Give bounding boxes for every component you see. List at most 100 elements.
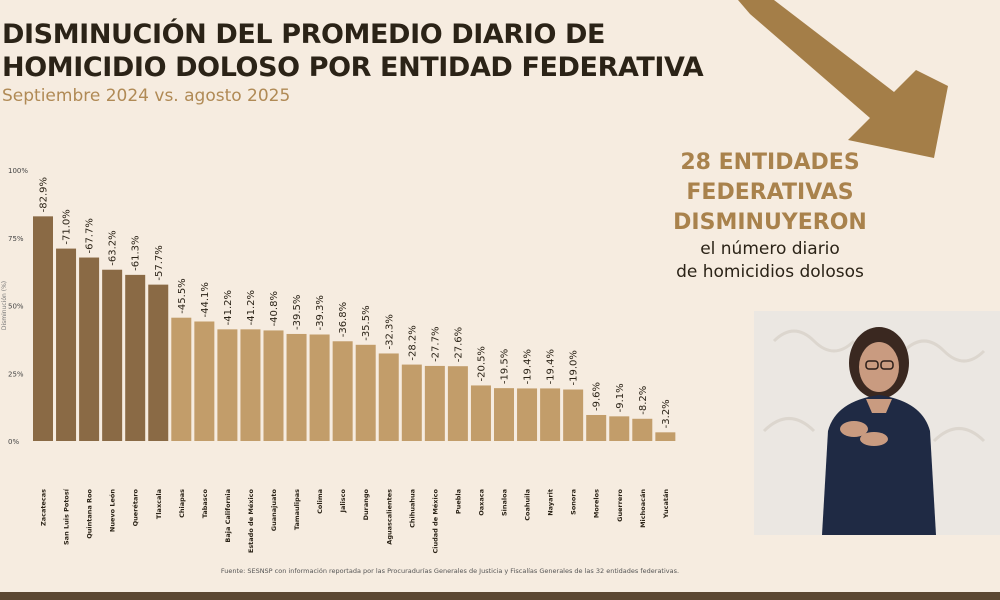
x-tick-label: Tamaulipas [293,489,301,530]
data-label: -40.8% [269,291,280,326]
title-line-1: DISMINUCIÓN DEL PROMEDIO DIARIO DE [2,19,606,50]
callout-line-4: el número diario [700,239,840,259]
bar [401,364,422,441]
callout: 28 ENTIDADES FEDERATIVAS DISMINUYERON el… [620,148,920,284]
bar [632,418,653,441]
callout-line-1: 28 ENTIDADES [680,150,860,175]
bar [309,334,330,441]
x-tick-label: Colima [316,489,324,514]
x-tick-label: Guerrero [616,488,624,521]
y-tick-label: 25% [8,370,24,378]
x-tick-label: Baja California [224,489,232,543]
callout-line-5: de homicidios dolosos [676,262,864,282]
data-label: -39.5% [292,295,303,330]
bottom-strip [0,592,1000,600]
data-label: -27.6% [453,327,464,362]
data-label: -20.5% [476,346,487,381]
x-tick-label: Michoacán [639,489,647,528]
bar [517,388,538,441]
data-label: -9.1% [615,383,626,412]
data-label: -82.9% [39,177,50,212]
x-tick-label: Tlaxcala [155,489,163,519]
x-tick-label: Chihuahua [408,489,416,528]
x-tick-label: San Luis Potosí [63,488,71,545]
bar [33,216,53,441]
x-tick-label: Chiapas [178,489,186,518]
x-tick-label: Puebla [454,489,462,514]
x-tick-label: Sonora [570,489,578,515]
x-tick-label: Coahuila [524,489,532,521]
data-label: -28.2% [407,325,418,360]
source-note: Fuente: SESNSP con información reportada… [220,567,680,575]
data-label: -19.4% [523,349,534,384]
data-label: -3.2% [661,399,672,428]
down-trend-arrow-icon [738,0,948,158]
interpreter-figure-icon [754,311,1000,535]
data-label: -57.7% [154,245,165,280]
data-label: -41.2% [246,290,257,325]
x-tick-label: Tabasco [201,488,209,518]
title-line-2: HOMICIDIO DOLOSO POR ENTIDAD FEDERATIVA [2,52,704,83]
x-tick-label: Nayarit [547,489,555,516]
data-label: -39.3% [315,295,326,330]
bar [56,248,77,441]
data-label: -9.6% [592,382,603,411]
x-tick-label: Zacatecas [40,489,48,526]
callout-line-3: DISMINUYERON [673,210,867,235]
bar [217,329,238,441]
bar-chart: 0% 25% 50% 75% 100% Disminución (%) -82.9% Zaca… [1,167,676,554]
data-label: -63.2% [108,230,119,265]
bar [355,344,376,441]
x-tick-label: Morelos [593,489,601,518]
page-title: DISMINUCIÓN DEL PROMEDIO DIARIO DE HOMIC… [2,18,704,84]
data-label: -19.4% [546,349,557,384]
data-label: -45.5% [177,278,188,313]
bar [655,432,676,441]
bar [332,341,353,441]
data-label: -41.2% [223,290,234,325]
data-label: -35.5% [361,305,372,340]
y-axis-label: Disminución (%) [1,281,8,330]
x-tick-label: Estado de México [247,488,255,553]
bar [494,388,514,441]
bar [286,333,307,441]
data-label: -36.8% [338,302,349,337]
x-tick-label: Durango [362,488,370,520]
bar [102,269,123,441]
data-label: -67.7% [85,218,96,253]
bar [148,284,169,441]
y-tick-label: 75% [8,235,24,243]
data-label: -27.7% [430,327,441,362]
bar [194,321,215,441]
bar [240,329,261,441]
bar [470,385,491,441]
bar [424,365,445,441]
data-label: -8.2% [638,386,649,415]
x-tick-label: Jalisco [339,488,347,513]
data-label: -71.0% [62,209,73,244]
x-tick-label: Nuevo León [109,489,117,532]
x-tick-label: Ciudad de México [431,488,439,553]
data-label: -19.0% [569,350,580,385]
x-tick-label: Quintana Roo [86,488,94,538]
x-tick-label: Aguascalientes [385,489,393,545]
bar [540,388,561,441]
bar [563,389,584,441]
y-tick-label: 100% [8,167,28,175]
data-label: -61.3% [131,235,142,270]
data-label: -44.1% [200,282,211,317]
y-tick-label: 0% [8,438,19,446]
bar [586,414,607,441]
x-tick-label: Sinaloa [501,489,509,516]
bar [263,330,284,441]
x-tick-label: Oaxaca [477,489,485,516]
sign-language-interpreter-video [754,311,1000,535]
bar [609,416,630,441]
x-tick-label: Querétaro [132,488,140,526]
bar [171,317,192,441]
data-label: -19.5% [500,349,511,384]
x-tick-label: Yucatán [662,489,670,520]
subtitle: Septiembre 2024 vs. agosto 2025 [2,86,291,106]
bar [79,257,100,441]
bar [447,366,468,441]
